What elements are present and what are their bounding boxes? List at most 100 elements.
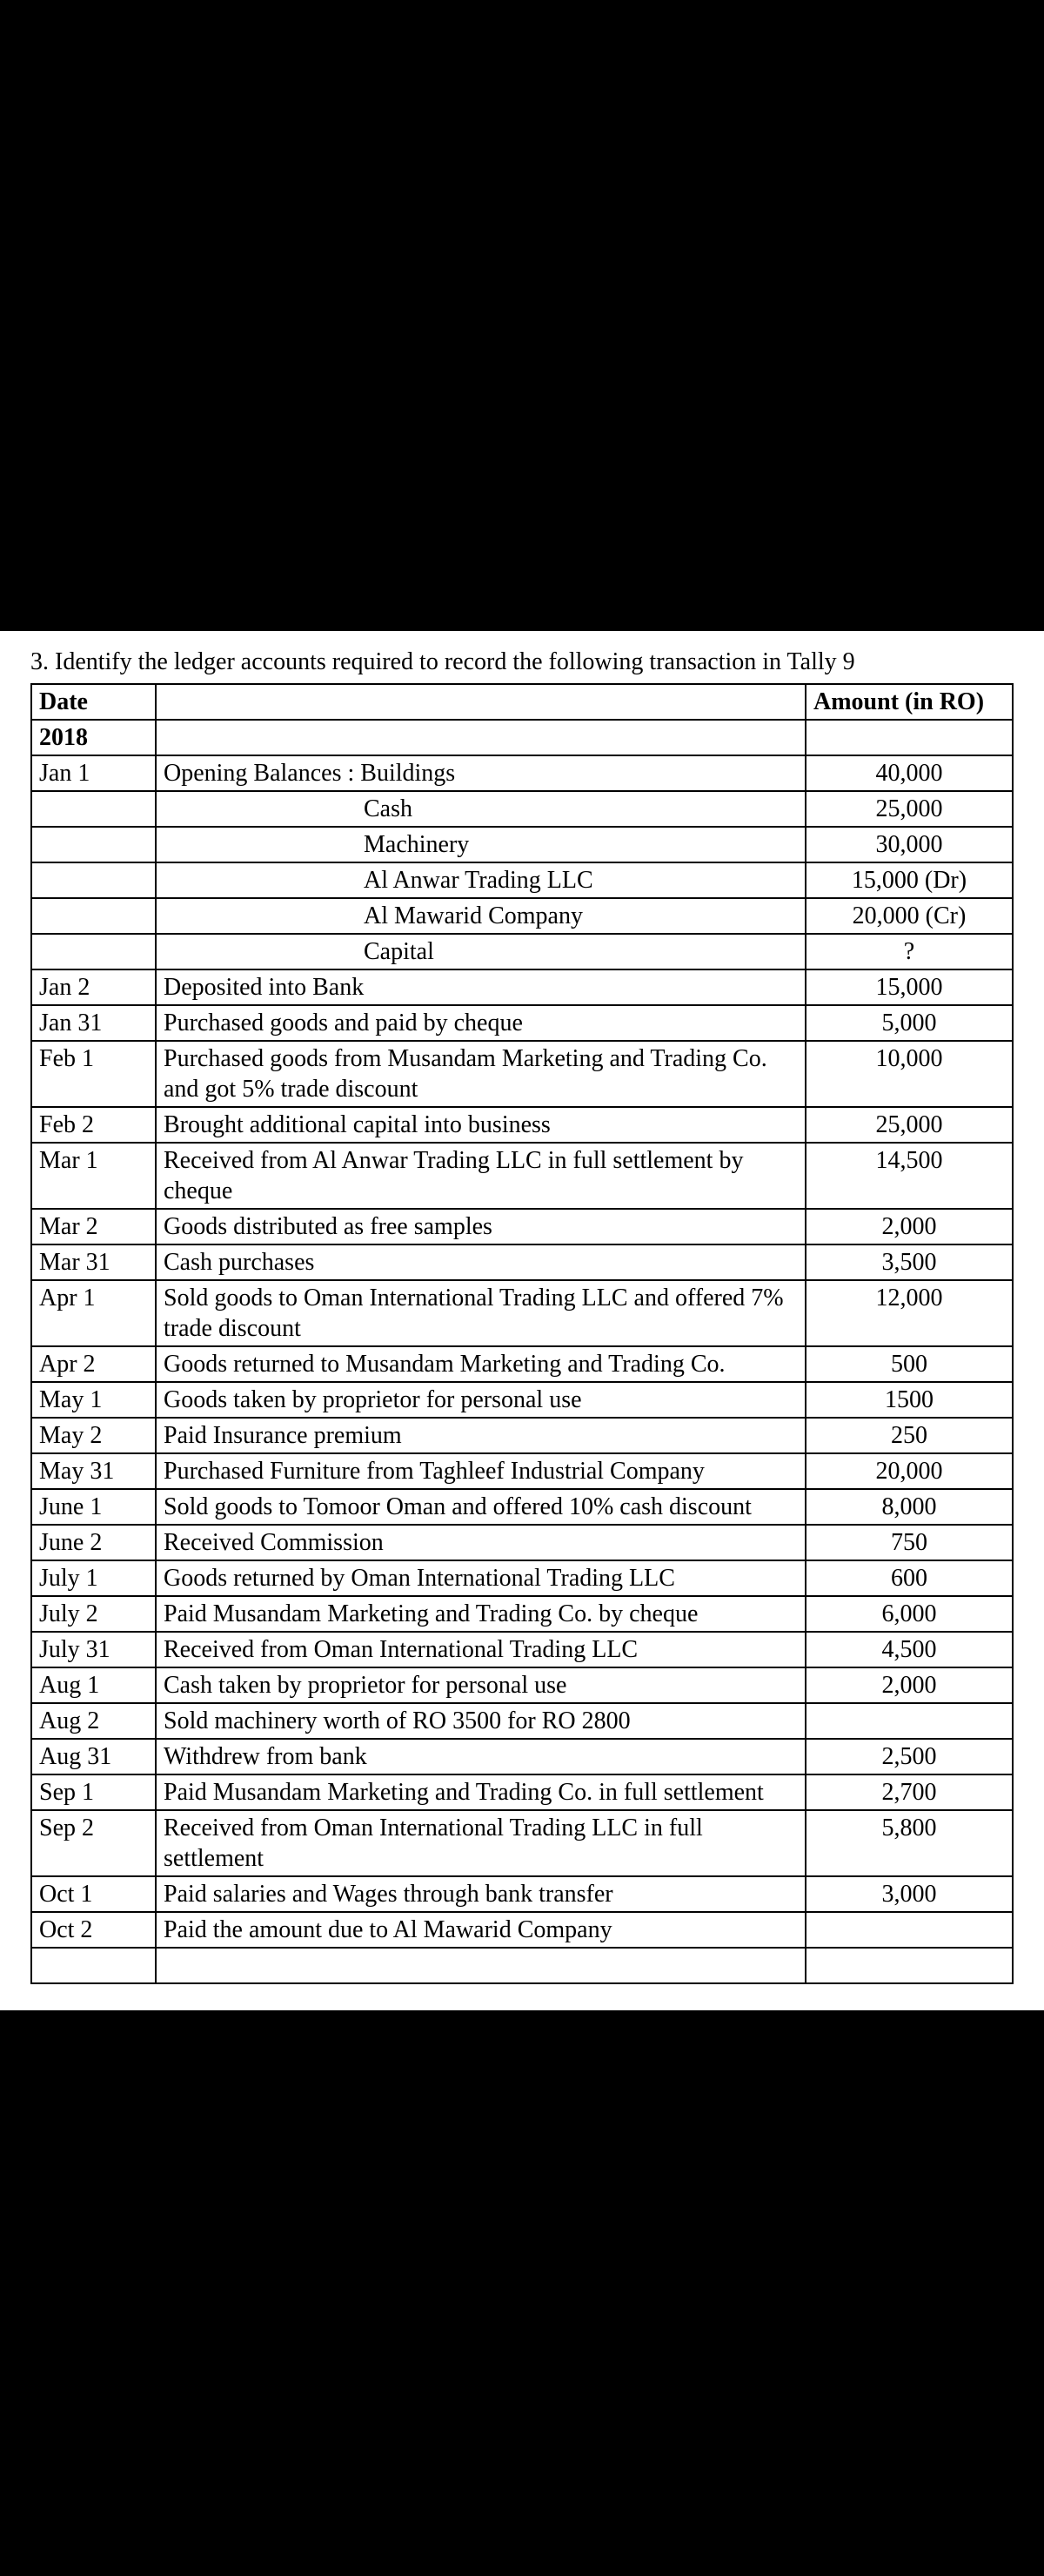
amount-cell: 2,000 [806, 1667, 1013, 1703]
amount-cell: 6,000 [806, 1596, 1013, 1632]
year-cell: 2018 [31, 720, 156, 755]
table-row: June 1Sold goods to Tomoor Oman and offe… [31, 1489, 1013, 1525]
date-cell: Mar 31 [31, 1244, 156, 1280]
description-cell: Sold goods to Oman International Trading… [156, 1280, 806, 1346]
table-row-empty [31, 1948, 1013, 1983]
table-row: May 1Goods taken by proprietor for perso… [31, 1382, 1013, 1418]
description-cell: Cash taken by proprietor for personal us… [156, 1667, 806, 1703]
table-row: Mar 2Goods distributed as free samples2,… [31, 1209, 1013, 1244]
table-row: Oct 1Paid salaries and Wages through ban… [31, 1876, 1013, 1912]
empty-cell [31, 1948, 156, 1983]
table-row: Feb 2Brought additional capital into bus… [31, 1107, 1013, 1143]
description-cell: Purchased goods and paid by cheque [156, 1005, 806, 1041]
date-cell: Jan 31 [31, 1005, 156, 1041]
description-cell: Al Mawarid Company [156, 898, 806, 934]
table-year-row: 2018 [31, 720, 1013, 755]
table-row: Capital? [31, 934, 1013, 969]
amount-cell [806, 1912, 1013, 1948]
amount-cell: 40,000 [806, 755, 1013, 791]
date-cell [31, 934, 156, 969]
table-row: July 1Goods returned by Oman Internation… [31, 1560, 1013, 1596]
amount-cell: 20,000 [806, 1453, 1013, 1489]
table-row: Oct 2Paid the amount due to Al Mawarid C… [31, 1912, 1013, 1948]
date-cell: Mar 2 [31, 1209, 156, 1244]
year-desc-empty [156, 720, 806, 755]
date-cell: Sep 1 [31, 1774, 156, 1810]
description-cell: Cash [156, 791, 806, 827]
description-cell: Deposited into Bank [156, 969, 806, 1005]
amount-cell: 750 [806, 1525, 1013, 1560]
amount-cell: ? [806, 934, 1013, 969]
date-cell: Aug 31 [31, 1739, 156, 1774]
description-cell: Purchased goods from Musandam Marketing … [156, 1041, 806, 1107]
date-cell: May 31 [31, 1453, 156, 1489]
description-cell: Cash purchases [156, 1244, 806, 1280]
description-cell: Brought additional capital into business [156, 1107, 806, 1143]
date-cell: Sep 2 [31, 1810, 156, 1876]
year-amt-empty [806, 720, 1013, 755]
table-row: Al Mawarid Company20,000 (Cr) [31, 898, 1013, 934]
date-cell [31, 827, 156, 862]
description-cell: Purchased Furniture from Taghleef Indust… [156, 1453, 806, 1489]
date-cell: Aug 2 [31, 1703, 156, 1739]
amount-cell: 500 [806, 1346, 1013, 1382]
table-row: Al Anwar Trading LLC15,000 (Dr) [31, 862, 1013, 898]
amount-cell: 5,800 [806, 1810, 1013, 1876]
amount-cell: 15,000 [806, 969, 1013, 1005]
table-row: Machinery30,000 [31, 827, 1013, 862]
table-row: Mar 1Received from Al Anwar Trading LLC … [31, 1143, 1013, 1209]
description-cell: Capital [156, 934, 806, 969]
amount-cell: 3,000 [806, 1876, 1013, 1912]
date-cell: June 2 [31, 1525, 156, 1560]
table-row: Aug 31Withdrew from bank2,500 [31, 1739, 1013, 1774]
date-cell: Jan 2 [31, 969, 156, 1005]
empty-cell [806, 1948, 1013, 1983]
date-cell: June 1 [31, 1489, 156, 1525]
table-row: Sep 1Paid Musandam Marketing and Trading… [31, 1774, 1013, 1810]
date-cell: July 31 [31, 1632, 156, 1667]
date-cell: Oct 1 [31, 1876, 156, 1912]
table-row: Jan 31Purchased goods and paid by cheque… [31, 1005, 1013, 1041]
date-cell: July 2 [31, 1596, 156, 1632]
description-cell: Received from Oman International Trading… [156, 1632, 806, 1667]
description-cell: Goods distributed as free samples [156, 1209, 806, 1244]
date-cell: Mar 1 [31, 1143, 156, 1209]
description-cell: Al Anwar Trading LLC [156, 862, 806, 898]
amount-cell: 14,500 [806, 1143, 1013, 1209]
table-row: Sep 2Received from Oman International Tr… [31, 1810, 1013, 1876]
amount-cell: 8,000 [806, 1489, 1013, 1525]
table-row: May 2Paid Insurance premium250 [31, 1418, 1013, 1453]
description-cell: Withdrew from bank [156, 1739, 806, 1774]
amount-cell: 30,000 [806, 827, 1013, 862]
amount-cell: 2,000 [806, 1209, 1013, 1244]
description-cell: Goods returned to Musandam Marketing and… [156, 1346, 806, 1382]
table-row: Aug 2Sold machinery worth of RO 3500 for… [31, 1703, 1013, 1739]
question-text: 3. Identify the ledger accounts required… [30, 648, 1014, 676]
table-header-row: Date Amount (in RO) [31, 684, 1013, 720]
amount-cell: 3,500 [806, 1244, 1013, 1280]
table-row: Cash25,000 [31, 791, 1013, 827]
description-cell: Goods returned by Oman International Tra… [156, 1560, 806, 1596]
desc-header-empty [156, 684, 806, 720]
amount-cell: 250 [806, 1418, 1013, 1453]
description-cell: Received Commission [156, 1525, 806, 1560]
description-cell: Sold goods to Tomoor Oman and offered 10… [156, 1489, 806, 1525]
amount-cell: 25,000 [806, 791, 1013, 827]
table-row: Mar 31Cash purchases3,500 [31, 1244, 1013, 1280]
table-row: Apr 1Sold goods to Oman International Tr… [31, 1280, 1013, 1346]
amount-cell: 2,500 [806, 1739, 1013, 1774]
amount-cell: 4,500 [806, 1632, 1013, 1667]
table-row: Apr 2Goods returned to Musandam Marketin… [31, 1346, 1013, 1382]
date-cell [31, 898, 156, 934]
description-cell: Paid Musandam Marketing and Trading Co. … [156, 1596, 806, 1632]
description-cell: Opening Balances : Buildings [156, 755, 806, 791]
amount-cell [806, 1703, 1013, 1739]
description-cell: Paid Insurance premium [156, 1418, 806, 1453]
amount-cell: 10,000 [806, 1041, 1013, 1107]
description-cell: Machinery [156, 827, 806, 862]
amount-cell: 600 [806, 1560, 1013, 1596]
date-cell: Feb 2 [31, 1107, 156, 1143]
amount-cell: 15,000 (Dr) [806, 862, 1013, 898]
table-row: July 2Paid Musandam Marketing and Tradin… [31, 1596, 1013, 1632]
table-row: June 2Received Commission750 [31, 1525, 1013, 1560]
